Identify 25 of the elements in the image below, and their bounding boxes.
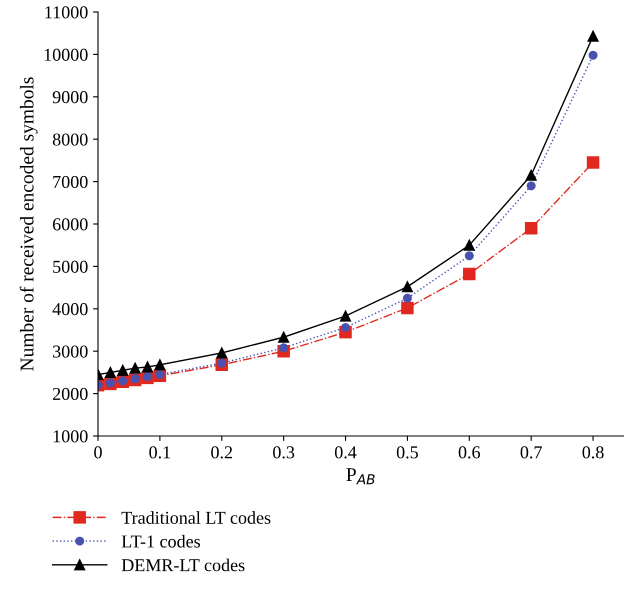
x-tick-label: 0.5	[396, 446, 418, 459]
y-tick-label: 8000	[52, 133, 88, 146]
y-tick-label: 9000	[52, 91, 88, 104]
x-axis-title: P$_{AB}$	[346, 468, 375, 484]
x-tick-label: 0.2	[211, 446, 232, 459]
x-tick-label: 0.8	[582, 446, 604, 459]
x-tick-label: 0	[94, 446, 102, 458]
legend-label: LT-1 codes	[122, 534, 200, 548]
x-tick-label: 0.6	[458, 446, 480, 459]
legend-label: DEMR-LT codes	[122, 558, 244, 572]
y-tick-label: 4000	[52, 303, 88, 316]
y-tick-label: 2000	[52, 388, 88, 400]
y-tick-label: 7000	[53, 176, 88, 188]
x-tick-label: 0.4	[334, 446, 357, 459]
x-tick-label: 0.7	[520, 446, 542, 459]
y-tick-label: 3000	[53, 345, 88, 358]
x-tick-label: 0.3	[273, 446, 294, 459]
legend-label: Traditional LT codes	[122, 511, 270, 524]
x-tick-label: 0.1	[149, 446, 170, 459]
y-tick-label: 6000	[52, 218, 88, 230]
y-tick-label: 1000	[54, 430, 88, 442]
y-tick-label: 11000	[45, 6, 88, 18]
y-axis-title: Number of received encoded symbols	[20, 77, 38, 371]
y-tick-label: 5000	[53, 260, 88, 273]
y-tick-label: 10000	[44, 48, 88, 61]
